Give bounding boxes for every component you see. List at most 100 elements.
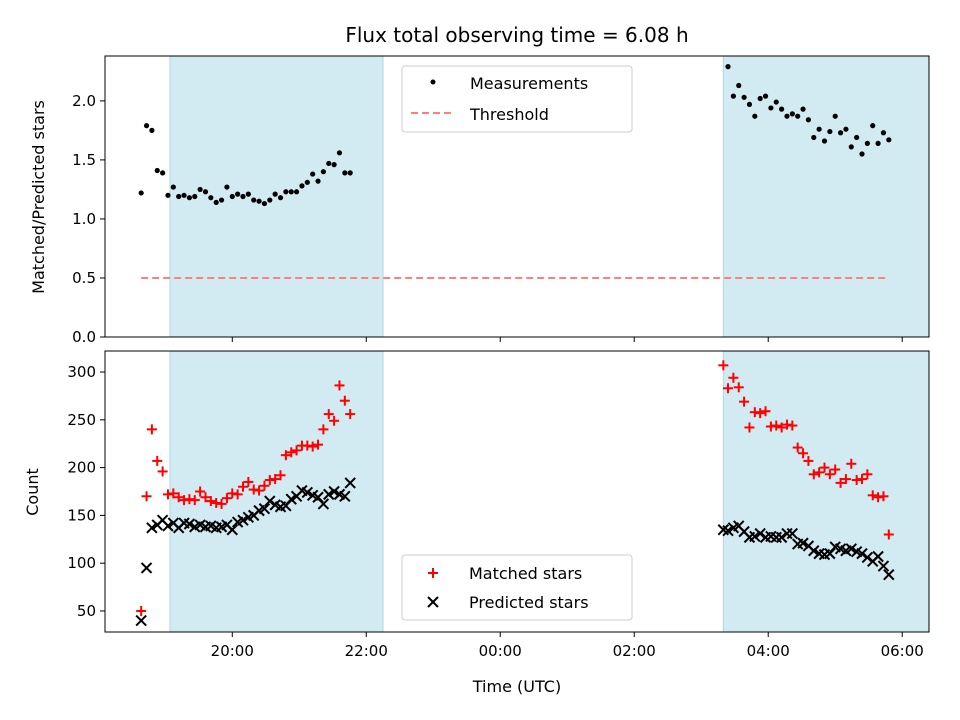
measurement-point — [240, 193, 246, 200]
measurement-point — [197, 186, 203, 193]
top-y-axis-label: Matched/Predicted stars — [29, 100, 48, 294]
matched-star-marker — [771, 420, 782, 431]
x-tick-label: 04:00 — [747, 642, 790, 660]
predicted-star-marker — [856, 547, 868, 560]
measurement-point — [208, 195, 214, 201]
predicted-star-marker — [237, 514, 249, 526]
measurement-point — [299, 183, 305, 189]
measurement-point — [326, 160, 332, 167]
measurement-point — [805, 117, 812, 123]
predicted-star-marker — [749, 530, 761, 543]
predicted-star-marker — [135, 614, 147, 627]
x-tick-label: 22:00 — [345, 642, 388, 660]
x-tick-label: 00:00 — [479, 642, 522, 660]
matched-star-marker — [146, 424, 157, 435]
measurement-point — [762, 93, 769, 99]
shaded-span-2 — [722, 350, 930, 633]
measurement-point — [293, 189, 300, 195]
measurement-point — [288, 189, 294, 195]
legend-marker-measurements — [430, 79, 436, 85]
measurement-point — [746, 101, 753, 108]
measurement-point — [848, 144, 854, 150]
matched-star-marker — [760, 406, 771, 417]
measurement-point — [875, 140, 881, 146]
predicted-star-marker — [861, 551, 874, 564]
predicted-star-marker — [285, 493, 297, 505]
top-legend-box — [401, 65, 633, 133]
measurement-point — [752, 113, 758, 119]
matched-star-marker — [136, 605, 147, 616]
legend-label-predicted: Predicted stars — [469, 593, 589, 612]
measurement-point — [725, 64, 731, 70]
matched-star-marker — [776, 422, 787, 433]
predicted-star-marker — [872, 550, 884, 563]
matched-star-marker — [830, 464, 841, 475]
measurement-point — [832, 113, 838, 119]
legend-marker-matched — [428, 568, 438, 578]
matched-star-marker — [200, 492, 211, 503]
measurement-point — [229, 193, 235, 200]
measurement-point — [347, 170, 353, 176]
x-tick-label: 02:00 — [613, 642, 656, 660]
measurement-point — [224, 184, 230, 190]
bottom-legend-box — [401, 554, 633, 621]
measurement-point — [315, 178, 321, 184]
matched-star-marker — [723, 383, 734, 394]
top-plot-frame — [104, 55, 930, 338]
top-panel: 0.00.51.01.52.0 Matched/Predicted stars … — [29, 55, 930, 346]
matched-star-marker — [339, 395, 350, 406]
predicted-star-marker — [317, 498, 330, 510]
matched-star-marker — [835, 477, 846, 488]
matched-star-marker — [718, 360, 729, 371]
matched-star-marker — [238, 481, 249, 492]
predicted-star-marker — [258, 502, 271, 515]
predicted-star-marker — [344, 477, 356, 489]
measurement-point — [795, 113, 801, 119]
bottom-y-tick-label: 300 — [67, 363, 96, 381]
measurement-point — [789, 111, 795, 117]
predicted-star-marker — [797, 537, 809, 549]
measurement-point — [757, 95, 763, 102]
matched-star-marker — [744, 422, 755, 433]
matched-star-marker — [803, 455, 814, 466]
bottom-y-tick-label: 50 — [77, 602, 96, 620]
measurement-point — [160, 170, 166, 176]
matched-star-marker — [739, 396, 750, 407]
measurement-point — [165, 192, 171, 198]
bottom-panel: 50 100 150 200 250 300 20:00 22:00 00:00 02:00 04… — [23, 350, 930, 696]
matched-star-marker — [280, 450, 291, 461]
matched-star-marker — [798, 448, 809, 459]
matched-star-marker — [141, 491, 152, 502]
bottom-y-tick-label: 250 — [67, 411, 96, 429]
predicted-star-marker — [140, 562, 153, 574]
measurement-point — [854, 134, 860, 141]
matched-star-marker — [857, 474, 868, 485]
matched-star-marker — [291, 445, 302, 456]
x-tick-label: 20:00 — [211, 642, 254, 660]
measurement-point — [864, 140, 870, 146]
top-y-tick-label: 1.0 — [72, 210, 96, 228]
bottom-y-tick-label: 200 — [67, 459, 96, 477]
top-y-tick-label: 1.5 — [72, 151, 96, 169]
measurement-point — [186, 195, 193, 201]
shaded-span-1 — [169, 350, 384, 633]
matched-star-marker — [808, 469, 819, 480]
matched-star-marker — [329, 415, 340, 426]
measurement-point — [741, 94, 747, 100]
measurement-point — [261, 200, 268, 207]
measurement-point — [730, 93, 736, 99]
predicted-star-marker — [786, 527, 799, 540]
top-y-tick-label: 2.0 — [72, 92, 96, 110]
matched-star-marker — [787, 420, 798, 431]
predicted-star-marker — [339, 490, 351, 502]
matched-star-marker — [254, 485, 265, 496]
measurement-point — [336, 150, 343, 156]
measurement-point — [283, 189, 289, 195]
matched-star-marker — [846, 458, 857, 469]
matched-star-marker — [259, 480, 270, 491]
measurement-point — [235, 191, 241, 197]
measurement-point — [170, 184, 176, 190]
measurement-point — [870, 123, 876, 129]
top-legend: Measurements Threshold — [401, 65, 633, 133]
measurement-point — [773, 99, 779, 105]
